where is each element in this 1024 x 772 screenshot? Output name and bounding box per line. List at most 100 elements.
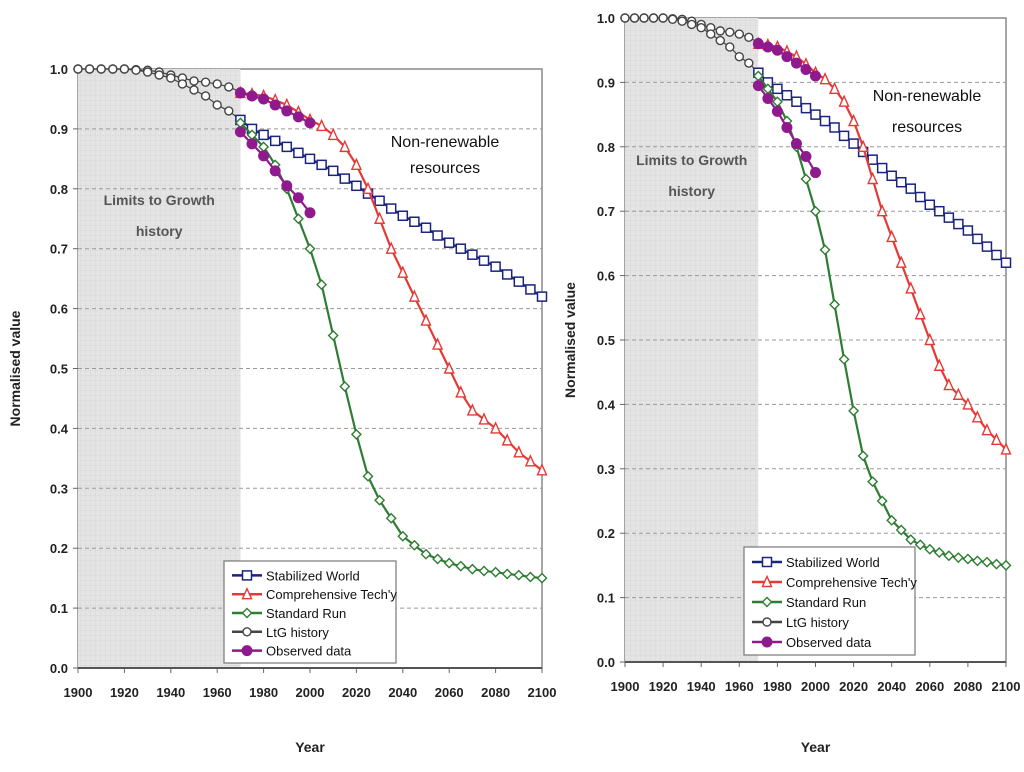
data-point [962, 553, 974, 565]
data-point [466, 563, 478, 575]
data-point [886, 514, 898, 526]
data-point [867, 171, 879, 185]
y-tick-label: 0.0 [597, 655, 615, 670]
data-point [432, 230, 443, 241]
data-point [677, 16, 687, 26]
legend-swatch-marker [241, 607, 253, 619]
data-point [316, 279, 328, 291]
legend: Stabilized World Comprehensive Tech'y Stan… [223, 560, 397, 664]
data-point [943, 550, 955, 562]
data-point [819, 244, 831, 256]
x-tick-label: 1960 [725, 679, 754, 694]
x-tick-label: 1920 [649, 679, 678, 694]
y-tick-label: 1.0 [50, 62, 68, 77]
data-point [991, 249, 1002, 261]
y-tick-label: 0.3 [50, 481, 68, 496]
data-point [397, 265, 409, 278]
data-point [536, 463, 548, 476]
data-point [876, 162, 888, 174]
data-point [200, 77, 211, 87]
data-point [828, 81, 841, 95]
legend-swatch-marker [241, 570, 253, 581]
data-point [934, 205, 945, 217]
data-point [536, 572, 548, 584]
data-point [351, 180, 362, 192]
legend-swatch-marker [761, 636, 773, 648]
data-point [667, 14, 678, 24]
data-point [895, 176, 907, 188]
data-point [467, 249, 478, 260]
x-tick-label: 2060 [915, 679, 944, 694]
legend-swatch-marker [242, 627, 252, 637]
data-point [658, 13, 668, 23]
data-point [781, 121, 793, 133]
data-point [962, 225, 974, 236]
data-point [304, 117, 316, 129]
series-standard-run [752, 70, 1012, 571]
shaded-region-label-line1: Limits to Growth [104, 192, 215, 208]
y-tick-label: 0.7 [597, 204, 615, 219]
data-point [800, 64, 812, 76]
legend-swatch-marker [761, 596, 773, 608]
data-point [385, 203, 397, 214]
y-tick-label: 0.7 [50, 242, 68, 257]
data-point [838, 130, 850, 142]
data-point [943, 377, 955, 391]
data-point [790, 57, 802, 69]
x-tick-label: 2020 [342, 685, 371, 700]
data-point [166, 73, 176, 83]
data-point [933, 547, 945, 559]
data-point [895, 255, 907, 268]
data-point [350, 428, 362, 440]
x-tick-label: 2000 [801, 679, 830, 694]
data-point [981, 241, 993, 252]
data-point [189, 76, 199, 86]
data-point [848, 138, 859, 149]
data-point [752, 80, 764, 92]
data-point [200, 91, 211, 101]
legend: Stabilized World Comprehensive Tech'y Stan… [743, 546, 917, 656]
data-point [914, 307, 926, 320]
x-tick-label: 2060 [435, 685, 464, 700]
data-point [189, 85, 199, 95]
series-comprehensive-tech-y [752, 36, 1012, 455]
data-point [327, 165, 339, 177]
data-point [397, 530, 409, 542]
data-point [867, 154, 878, 165]
shaded-region-label-line1: Limits to Growth [636, 152, 747, 168]
legend-item-standard-run: Standard Run [752, 595, 866, 610]
data-point [455, 243, 467, 254]
data-point [1000, 559, 1012, 571]
y-tick-label: 0.8 [597, 140, 615, 155]
data-point [800, 102, 812, 114]
data-point [800, 173, 812, 185]
y-tick-label: 0.5 [597, 333, 615, 348]
x-tick-label: 2080 [953, 679, 982, 694]
data-point [686, 19, 697, 30]
data-point [490, 261, 501, 272]
data-point [762, 41, 774, 53]
data-point [819, 115, 831, 127]
data-point [933, 358, 945, 371]
data-point [971, 410, 984, 423]
data-point [829, 122, 840, 133]
y-tick-label: 0.2 [50, 541, 68, 556]
data-point [525, 284, 536, 295]
data-point [409, 216, 420, 227]
data-point [420, 222, 432, 233]
data-point [224, 82, 234, 92]
data-point [648, 13, 659, 23]
data-point [374, 195, 385, 207]
legend-label: Observed data [266, 644, 352, 659]
y-tick-label: 0.8 [50, 182, 68, 197]
data-point [857, 450, 869, 462]
data-point [752, 38, 764, 50]
x-tick-label: 2040 [388, 685, 417, 700]
data-point [478, 255, 490, 266]
data-point [953, 218, 964, 230]
legend-swatch-marker [241, 586, 253, 600]
data-point [848, 113, 860, 127]
data-point [119, 64, 130, 74]
data-point [972, 233, 983, 245]
legend-label: LtG history [266, 625, 329, 640]
